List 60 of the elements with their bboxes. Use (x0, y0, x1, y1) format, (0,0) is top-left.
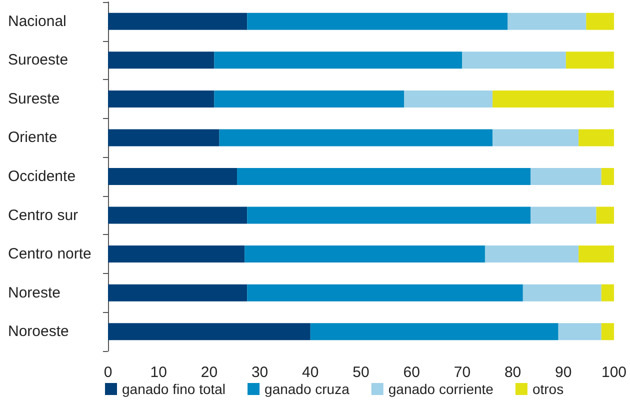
bar (108, 52, 214, 69)
bar (108, 246, 245, 263)
x-tick-label: 100 (601, 364, 627, 381)
bar (601, 323, 614, 340)
bar (108, 284, 248, 302)
bar (108, 206, 248, 224)
y-tick-label: Noroeste (8, 323, 69, 340)
bar (214, 90, 404, 108)
bar (530, 168, 602, 185)
bar (492, 90, 614, 108)
bar (310, 323, 558, 340)
bar (462, 52, 566, 69)
bar (108, 129, 220, 146)
y-tick-label: Oriente (8, 129, 58, 146)
bar (522, 284, 602, 302)
bar (530, 206, 596, 224)
bar (596, 206, 614, 224)
legend-label: otros (532, 381, 564, 397)
bar (247, 206, 531, 224)
y-tick-label: Centro norte (8, 246, 92, 263)
bar (244, 246, 485, 263)
x-tick-label: 70 (454, 364, 471, 381)
x-tick-label: 60 (403, 364, 420, 381)
legend-label: ganado corriente (388, 381, 494, 397)
bar (247, 12, 508, 30)
legend-label: ganado cruza (264, 381, 350, 397)
bar (108, 90, 214, 108)
bar (586, 12, 614, 30)
y-tick-label: Suroeste (8, 52, 68, 69)
y-tick-label: Sureste (8, 90, 60, 108)
bar (237, 168, 531, 185)
legend-label: ganado fino total (122, 381, 226, 397)
x-tick-label: 10 (150, 364, 167, 381)
y-tick-label: Occidente (8, 168, 76, 185)
bar (214, 52, 462, 69)
y-tick-label: Nacional (8, 12, 66, 30)
bar (578, 129, 614, 146)
x-tick-label: 80 (504, 364, 522, 381)
bar (404, 90, 493, 108)
bar (578, 246, 614, 263)
bar (492, 129, 579, 146)
bar (247, 284, 523, 302)
x-tick-label: 90 (555, 364, 572, 381)
y-tick-label: Centro sur (8, 206, 78, 224)
bar (219, 129, 493, 146)
x-tick-label: 40 (302, 364, 319, 381)
y-tick-label: Noreste (8, 284, 61, 302)
bar (558, 323, 602, 340)
x-tick-label: 50 (352, 364, 370, 381)
x-tick-label: 0 (104, 364, 112, 381)
bar (566, 52, 614, 69)
bar (484, 246, 579, 263)
bar (108, 12, 248, 30)
bar (601, 168, 614, 185)
x-tick-label: 20 (200, 364, 218, 381)
bar (601, 284, 614, 302)
bar (108, 168, 238, 185)
x-tick-label: 30 (251, 364, 268, 381)
bar (508, 12, 586, 30)
bar (108, 323, 310, 340)
